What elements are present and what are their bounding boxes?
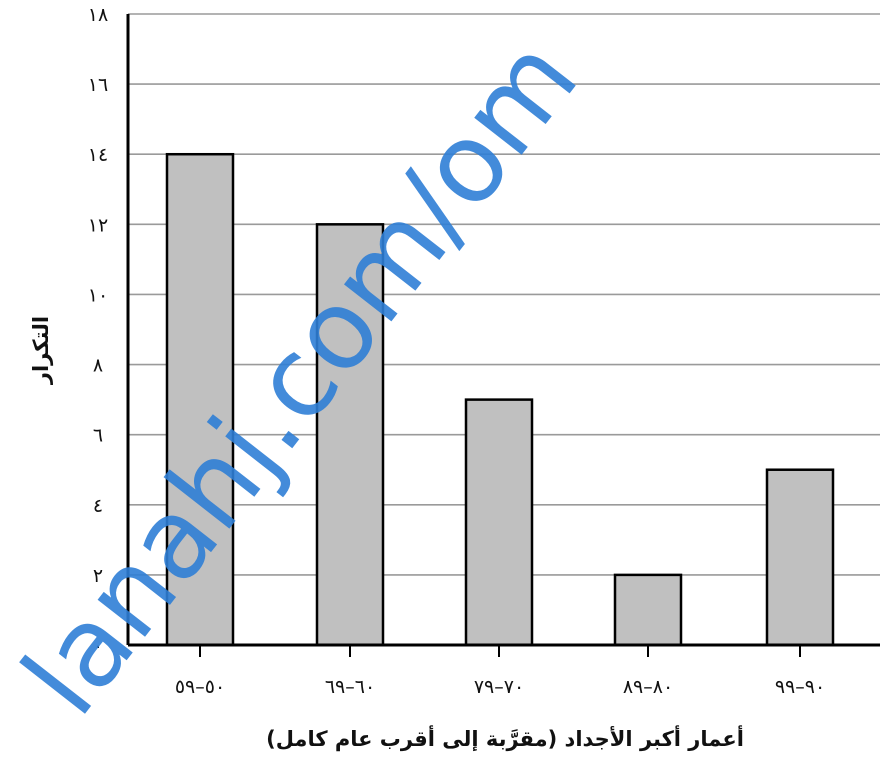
x-tick-label: ٥٠–٥٩ [175,676,225,698]
x-tick-label: ٩٠–٩٩ [775,676,825,698]
bars [165,152,835,647]
y-axis-title: التكرار [29,316,53,385]
x-tick-label: ٨٠–٨٩ [623,676,673,698]
y-tick-label: ١٠ [88,284,108,306]
y-tick-labels: ٠ ٢ ٤ ٦ ٨ ١٠ ١٢ ١٤ ١٦ ١٨ [88,4,108,657]
x-tick-label: ٧٠–٧٩ [474,676,524,698]
bar [464,398,534,647]
y-tick-label: ٢ [93,565,103,587]
x-tick-label: ٦٠–٦٩ [325,676,375,698]
y-tick-label: ١٤ [88,144,108,166]
y-tick-label: ١٦ [88,74,108,96]
axes [126,14,880,647]
bar [613,573,683,647]
grid-lines [128,13,880,576]
x-tick-labels: ٥٠–٥٩ ٦٠–٦٩ ٧٠–٧٩ ٨٠–٨٩ ٩٠–٩٩ [175,645,825,698]
bar [765,468,835,647]
y-tick-label: ١٨ [88,4,108,26]
bar [165,152,235,647]
y-tick-label: ٠ [93,635,103,657]
y-tick-label: ١٢ [88,214,108,236]
y-tick-label: ٤ [93,495,103,517]
x-axis-title: أعمار أكبر الأجداد (مقرَّبة إلى أقرب عام… [266,724,744,751]
y-tick-label: ٨ [93,355,103,377]
y-tick-label: ٦ [93,425,103,447]
